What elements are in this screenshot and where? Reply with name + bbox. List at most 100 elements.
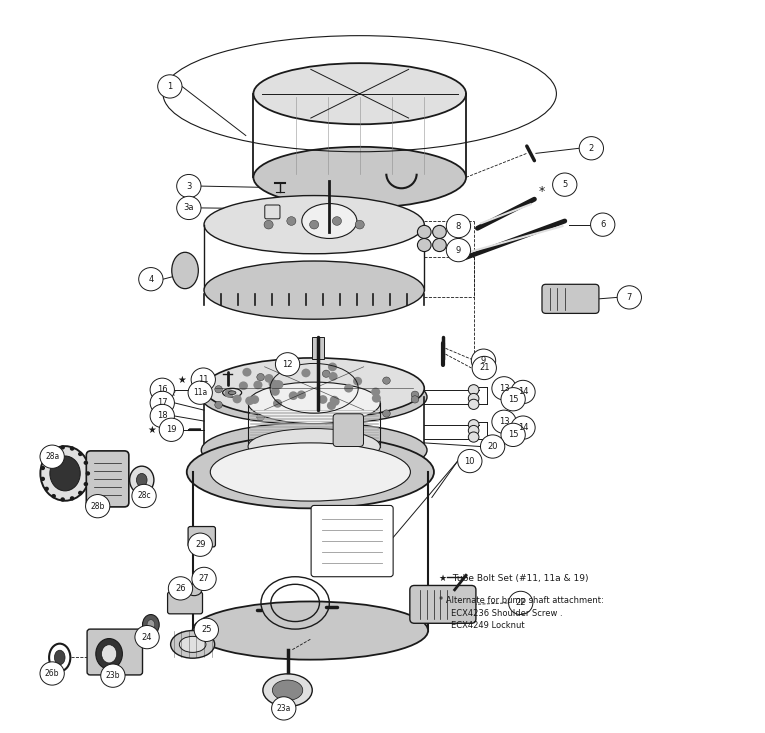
FancyBboxPatch shape bbox=[311, 506, 393, 577]
Text: 6: 6 bbox=[600, 220, 605, 229]
Circle shape bbox=[322, 370, 330, 377]
Circle shape bbox=[501, 388, 526, 411]
Circle shape bbox=[51, 494, 56, 498]
Circle shape bbox=[253, 380, 262, 389]
Text: 12: 12 bbox=[282, 360, 293, 369]
Text: 1: 1 bbox=[168, 82, 172, 91]
Circle shape bbox=[83, 460, 88, 465]
FancyBboxPatch shape bbox=[86, 451, 129, 507]
Circle shape bbox=[271, 387, 280, 396]
Text: 24: 24 bbox=[142, 633, 152, 641]
Circle shape bbox=[471, 349, 496, 372]
Circle shape bbox=[353, 377, 362, 386]
Circle shape bbox=[318, 395, 327, 404]
Ellipse shape bbox=[228, 391, 236, 394]
Circle shape bbox=[194, 618, 219, 641]
FancyBboxPatch shape bbox=[188, 526, 216, 547]
Text: ★: ★ bbox=[147, 425, 156, 435]
Circle shape bbox=[101, 664, 125, 688]
Circle shape bbox=[457, 449, 482, 473]
Ellipse shape bbox=[142, 614, 159, 635]
Text: 28b: 28b bbox=[90, 501, 105, 511]
Circle shape bbox=[44, 487, 49, 491]
FancyBboxPatch shape bbox=[87, 629, 142, 675]
Ellipse shape bbox=[263, 674, 312, 707]
Circle shape bbox=[328, 372, 337, 380]
Circle shape bbox=[41, 465, 45, 470]
Circle shape bbox=[287, 217, 296, 225]
Circle shape bbox=[159, 418, 184, 441]
Circle shape bbox=[215, 401, 223, 408]
Circle shape bbox=[150, 391, 174, 414]
Circle shape bbox=[468, 419, 479, 430]
Circle shape bbox=[257, 413, 265, 421]
Text: 27: 27 bbox=[199, 575, 210, 583]
Circle shape bbox=[168, 577, 193, 600]
Circle shape bbox=[492, 410, 516, 433]
Ellipse shape bbox=[193, 602, 428, 660]
Circle shape bbox=[297, 391, 306, 399]
Text: 21: 21 bbox=[479, 364, 490, 372]
Ellipse shape bbox=[201, 422, 427, 478]
Text: 5: 5 bbox=[562, 180, 568, 189]
Circle shape bbox=[239, 381, 248, 390]
Circle shape bbox=[269, 379, 278, 388]
Ellipse shape bbox=[50, 456, 80, 491]
Ellipse shape bbox=[253, 147, 466, 208]
Circle shape bbox=[250, 395, 259, 404]
Circle shape bbox=[468, 432, 479, 442]
Circle shape bbox=[138, 268, 163, 291]
Circle shape bbox=[215, 386, 223, 393]
Text: ECX4249 Locknut: ECX4249 Locknut bbox=[451, 621, 525, 630]
Text: 26: 26 bbox=[175, 584, 186, 593]
Text: 22: 22 bbox=[516, 598, 526, 608]
Circle shape bbox=[509, 592, 533, 614]
Text: 13: 13 bbox=[499, 417, 509, 427]
Circle shape bbox=[492, 377, 516, 400]
Circle shape bbox=[265, 374, 274, 383]
Circle shape bbox=[382, 410, 390, 417]
Text: 11: 11 bbox=[198, 375, 209, 384]
Circle shape bbox=[86, 471, 90, 476]
Ellipse shape bbox=[204, 358, 425, 419]
Circle shape bbox=[468, 425, 479, 435]
Text: 14: 14 bbox=[518, 388, 529, 397]
Circle shape bbox=[135, 625, 159, 649]
Text: ECX4236 Shoulder Screw .: ECX4236 Shoulder Screw . bbox=[451, 609, 562, 618]
Circle shape bbox=[44, 456, 49, 460]
FancyBboxPatch shape bbox=[333, 414, 363, 446]
Ellipse shape bbox=[248, 429, 380, 465]
Ellipse shape bbox=[201, 369, 427, 424]
Circle shape bbox=[511, 416, 536, 439]
Circle shape bbox=[191, 368, 216, 391]
Circle shape bbox=[344, 384, 353, 393]
Ellipse shape bbox=[179, 636, 206, 652]
Circle shape bbox=[192, 567, 216, 591]
Circle shape bbox=[272, 697, 296, 720]
Circle shape bbox=[188, 381, 213, 405]
Circle shape bbox=[327, 401, 336, 410]
Circle shape bbox=[372, 394, 381, 402]
Text: 9: 9 bbox=[481, 356, 486, 365]
Text: 3a: 3a bbox=[184, 204, 194, 213]
Circle shape bbox=[480, 435, 505, 458]
Circle shape bbox=[41, 476, 45, 481]
Circle shape bbox=[446, 215, 470, 237]
Ellipse shape bbox=[302, 204, 356, 238]
Circle shape bbox=[322, 417, 330, 424]
Text: 23b: 23b bbox=[106, 671, 120, 680]
Circle shape bbox=[150, 405, 174, 427]
FancyBboxPatch shape bbox=[168, 592, 203, 614]
Ellipse shape bbox=[172, 252, 198, 289]
Bar bbox=[312, 337, 324, 359]
Ellipse shape bbox=[102, 645, 117, 663]
Circle shape bbox=[617, 286, 642, 309]
Circle shape bbox=[371, 388, 380, 397]
Circle shape bbox=[60, 445, 65, 449]
Text: 29: 29 bbox=[195, 540, 206, 549]
Text: 26b: 26b bbox=[45, 669, 60, 678]
Ellipse shape bbox=[187, 584, 202, 596]
Circle shape bbox=[233, 394, 242, 403]
Text: 25: 25 bbox=[201, 625, 212, 634]
Circle shape bbox=[591, 213, 615, 236]
